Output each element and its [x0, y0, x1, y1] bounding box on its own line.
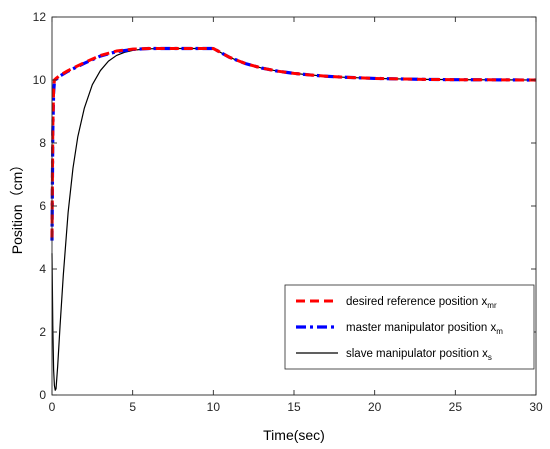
legend-label-master-manipulator-sub: m — [496, 327, 503, 336]
y-tick-label-8: 8 — [39, 136, 46, 150]
y-tick-label-12: 12 — [33, 10, 47, 24]
x-tick-label-30: 30 — [529, 400, 543, 414]
legend-label-slave-manipulator-text: slave manipulator position x — [346, 348, 488, 360]
series-line-0 — [50, 47, 537, 238]
x-axis-title: Time(sec) — [263, 427, 325, 443]
y-tick-label-2: 2 — [39, 325, 46, 339]
y-tick-label-0: 0 — [39, 388, 46, 402]
legend: desired reference position xmr master ma… — [284, 284, 535, 370]
y-tick-label-10: 10 — [33, 73, 47, 87]
legend-label-desired-reference-sub: mr — [487, 301, 497, 310]
x-tick-label-15: 15 — [287, 400, 301, 414]
y-tick-label-4: 4 — [39, 262, 46, 276]
legend-label-desired-reference-text: desired reference position x — [346, 296, 488, 308]
legend-label-slave-manipulator-sub: s — [488, 353, 492, 362]
legend-label-desired-reference: desired reference position xmr — [346, 296, 497, 310]
x-tick-label-25: 25 — [449, 400, 463, 414]
x-tick-label-0: 0 — [49, 400, 56, 414]
x-tick-label-10: 10 — [207, 400, 221, 414]
series-layer — [50, 46, 537, 391]
y-axis-title: Position（cm） — [9, 158, 25, 254]
legend-label-master-manipulator-text: master manipulator position x — [346, 322, 496, 334]
y-tick-label-6: 6 — [39, 199, 46, 213]
legend-label-slave-manipulator: slave manipulator position xs — [346, 348, 492, 362]
legend-label-master-manipulator: master manipulator position xm — [346, 322, 503, 336]
x-tick-label-20: 20 — [368, 400, 382, 414]
ticks-layer: 0 5 10 15 20 25 30 0 2 4 6 8 10 12 — [33, 10, 543, 414]
x-tick-label-5: 5 — [129, 400, 136, 414]
